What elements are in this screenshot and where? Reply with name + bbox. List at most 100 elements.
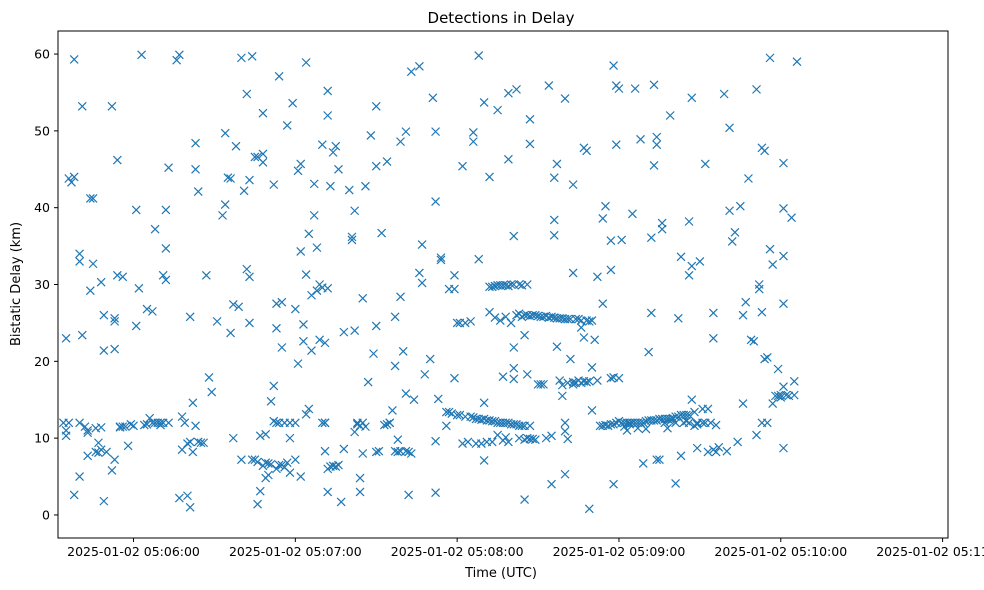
data-point — [665, 111, 675, 120]
x-tick-label: 2025-01-02 05:09:00 — [553, 544, 686, 559]
data-point — [714, 442, 724, 452]
data-point — [725, 123, 734, 133]
data-point — [253, 457, 263, 467]
data-point — [272, 418, 281, 428]
data-point — [754, 284, 764, 294]
data-point — [91, 447, 101, 457]
data-point — [355, 473, 365, 483]
data-point — [61, 431, 71, 441]
data-point — [450, 373, 459, 383]
data-point — [377, 228, 387, 238]
x-tick-label: 2025-01-02 05:10:00 — [714, 544, 847, 559]
data-point — [520, 330, 530, 340]
data-point — [269, 416, 279, 426]
data-point — [509, 419, 519, 429]
data-point — [676, 451, 686, 461]
data-point — [536, 379, 546, 389]
data-point — [355, 487, 365, 497]
data-point — [474, 51, 484, 61]
data-point — [263, 459, 273, 468]
data-point — [452, 410, 462, 420]
data-point — [625, 419, 635, 429]
x-tick-label: 2025-01-02 05:07:00 — [229, 544, 362, 559]
data-point — [191, 138, 200, 148]
data-point — [638, 418, 648, 428]
data-point — [258, 108, 268, 118]
data-point — [776, 392, 786, 402]
data-point — [560, 426, 570, 436]
data-point — [358, 293, 368, 303]
data-point — [441, 407, 451, 417]
data-point — [142, 419, 152, 429]
data-point — [552, 342, 562, 352]
data-point — [110, 455, 120, 465]
data-points — [58, 50, 802, 514]
data-point — [323, 283, 333, 293]
data-point — [479, 455, 489, 465]
data-point — [436, 253, 446, 263]
data-point — [110, 316, 120, 326]
data-point — [220, 128, 230, 138]
y-tick-label: 20 — [34, 354, 50, 369]
data-point — [307, 346, 316, 355]
data-point — [458, 439, 467, 448]
data-point — [296, 159, 306, 169]
data-point — [668, 413, 678, 423]
data-point — [339, 327, 349, 337]
data-point — [760, 146, 770, 156]
data-point — [255, 486, 265, 496]
data-point — [99, 310, 109, 320]
data-point — [779, 204, 788, 213]
data-point — [212, 316, 222, 326]
data-point — [274, 460, 284, 470]
data-point — [555, 376, 565, 385]
data-point — [75, 249, 85, 259]
data-point — [503, 154, 513, 164]
y-tick-label: 10 — [34, 431, 50, 446]
data-point — [560, 94, 570, 104]
data-point — [77, 101, 87, 111]
data-point — [88, 259, 98, 269]
data-point — [61, 333, 71, 343]
data-point — [234, 302, 244, 312]
data-point — [118, 422, 128, 432]
data-point — [131, 321, 141, 331]
data-point — [304, 229, 314, 239]
data-point — [695, 257, 705, 266]
data-point — [185, 312, 195, 322]
data-point — [191, 421, 200, 431]
data-point — [584, 376, 594, 386]
data-point — [490, 313, 500, 322]
data-point — [606, 373, 616, 383]
data-point — [304, 404, 314, 414]
data-point — [657, 224, 667, 234]
data-point — [282, 458, 292, 468]
data-point — [409, 395, 419, 405]
data-point — [719, 89, 729, 99]
data-point — [156, 418, 165, 428]
data-point — [579, 333, 589, 342]
data-point — [485, 172, 494, 182]
data-point — [94, 438, 103, 448]
data-point — [228, 300, 238, 309]
data-point — [269, 180, 279, 190]
data-point — [568, 379, 578, 389]
data-point — [161, 243, 171, 253]
data-point — [671, 418, 681, 428]
data-point — [185, 437, 195, 447]
data-point — [463, 437, 473, 447]
data-point — [687, 93, 697, 103]
data-point — [479, 398, 489, 408]
data-point — [263, 470, 273, 480]
data-point — [290, 418, 300, 428]
data-point — [628, 209, 637, 219]
data-point — [193, 187, 203, 196]
data-point — [258, 149, 268, 159]
data-point — [201, 270, 211, 280]
data-point — [245, 318, 254, 328]
data-point — [455, 410, 465, 420]
y-tick-label: 30 — [34, 277, 50, 292]
data-point — [539, 379, 548, 389]
data-point — [503, 437, 513, 447]
